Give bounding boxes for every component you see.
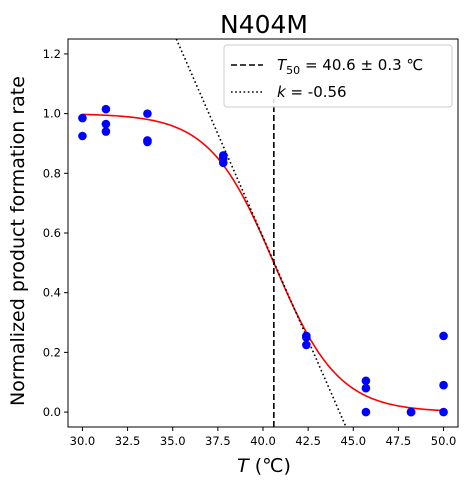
x-tick-label: 35.0 [160,434,186,448]
data-point [302,340,311,350]
legend: T50 = 40.6 ± 0.3 ℃ k = -0.56 [223,44,453,108]
data-point [439,380,448,390]
legend-label-subscript: 50 [286,64,300,77]
y-tick-label: 0.4 [43,286,61,300]
legend-label-rest: = 40.6 ± 0.3 ℃ [300,56,423,74]
legend-label: k = -0.56 [277,83,347,101]
plot-content [78,39,448,427]
data-point [439,407,448,417]
data-point [101,119,111,129]
y-tick-label: 0.8 [43,166,61,180]
x-tick-label: 37.5 [205,434,231,448]
legend-label-rest: = -0.56 [286,83,347,101]
x-tick-label: 50.0 [431,434,457,448]
x-tick-label: 40.0 [250,434,276,448]
data-point [78,113,87,123]
x-tick-label: 45.0 [340,434,366,448]
legend-label: T50 = 40.6 ± 0.3 ℃ [277,56,423,77]
data-point [101,127,111,136]
slope-line [175,39,347,427]
data-point [439,331,448,341]
data-point [361,383,371,393]
data-point [361,407,371,417]
x-axis-title-unit: (℃) [255,455,291,477]
y-tick-label: 0.6 [43,226,61,240]
data-point [143,137,152,147]
x-tick-label: 42.5 [295,434,321,448]
chart-title: N404M [220,10,308,39]
plot-area: 30.0 32.5 35.0 37.5 40.0 42.5 45.0 47.5 50.0 0.0 0… [43,38,459,448]
data-point [406,407,416,417]
y-tick-label: 0.0 [43,405,61,419]
legend-box [223,44,453,108]
y-axis-title: Normalized product formation rate [7,76,29,406]
x-tick-label: 30.0 [70,434,96,448]
data-point [218,158,228,168]
x-tick-label: 47.5 [386,434,412,448]
x-axis-title: T (℃) [237,455,291,477]
fit-curve [82,113,444,412]
y-tick-label: 1.0 [43,107,61,121]
data-point [143,109,152,118]
data-point [302,333,311,342]
x-tick-label: 32.5 [115,434,141,448]
y-tick-label: 0.2 [43,345,61,359]
x-axis-title-symbol: T [237,455,250,477]
legend-label-symbol: T [277,56,288,74]
data-point [361,376,371,386]
y-tick-label: 1.2 [43,47,61,61]
data-point [101,104,111,114]
data-point [78,131,87,141]
legend-label-symbol: k [277,83,287,101]
